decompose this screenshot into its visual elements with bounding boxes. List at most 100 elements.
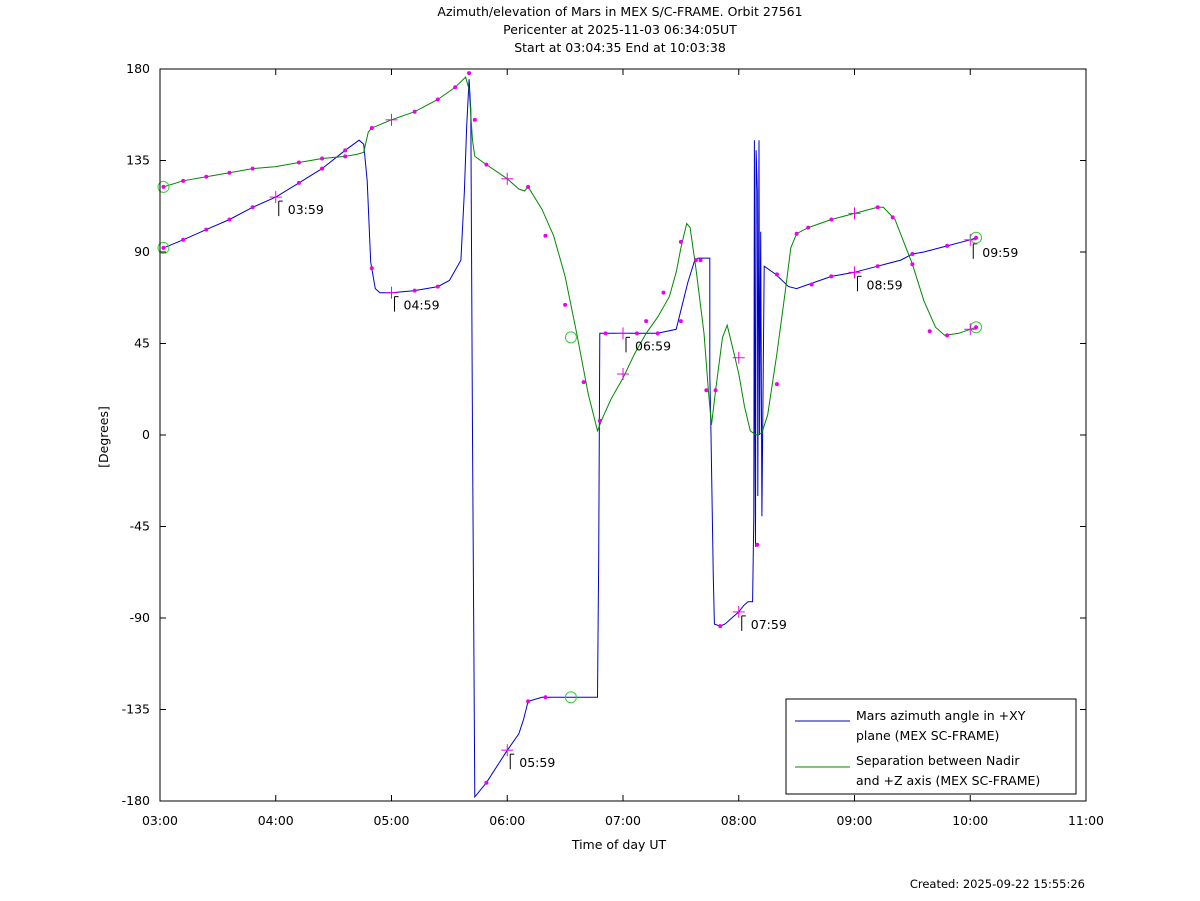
legend-entry-separation-line2: and +Z axis (MEX SC-FRAME)	[856, 773, 1040, 788]
point-marker	[204, 174, 209, 179]
point-marker	[974, 235, 979, 240]
point-marker	[718, 624, 723, 629]
hour-cross	[501, 172, 514, 185]
point-marker	[945, 333, 950, 338]
point-marker	[343, 154, 348, 159]
point-marker	[412, 109, 417, 114]
point-marker	[678, 239, 683, 244]
legend-box	[785, 698, 1077, 795]
y-tick-label: 45	[134, 336, 150, 351]
hour-cross	[848, 266, 861, 279]
hour-cross	[385, 113, 398, 126]
hour-cross	[732, 605, 745, 618]
point-marker	[693, 258, 698, 263]
x-tick-label: 07:00	[605, 813, 641, 828]
chart-title: Azimuth/elevation of Mars in MEX S/C-FRA…	[437, 4, 803, 19]
y-axis-label: [Degrees]	[96, 406, 111, 468]
series-lines	[163, 76, 977, 799]
x-tick-label: 04:00	[258, 813, 294, 828]
legend-entry-azimuth-line2: plane (MEX SC-FRAME)	[856, 728, 999, 743]
point-marker	[927, 329, 932, 334]
point-marker	[910, 262, 915, 267]
created-timestamp: Created: 2025-09-22 15:55:26	[909, 877, 1085, 891]
x-tick-label: 10:00	[952, 813, 988, 828]
endpoint-circle	[970, 231, 983, 244]
hour-cross	[964, 323, 977, 336]
point-marker	[320, 156, 325, 161]
point-marker	[563, 302, 568, 307]
time-label: 08:59	[867, 277, 903, 292]
point-marker	[774, 272, 779, 277]
point-marker	[698, 258, 703, 263]
endpoint-circle	[157, 241, 170, 254]
point-marker	[581, 380, 586, 385]
time-label: 07:59	[751, 617, 787, 632]
point-marker	[435, 97, 440, 102]
point-marker	[661, 290, 666, 295]
point-marker	[204, 227, 209, 232]
time-label: 03:59	[288, 202, 324, 217]
point-marker	[597, 418, 602, 423]
point-marker	[809, 282, 814, 287]
hour-cross	[848, 207, 861, 220]
point-marker	[453, 85, 458, 90]
x-tick-label: 08:00	[721, 813, 757, 828]
plot-frame	[159, 68, 1087, 802]
y-tick-labels: 180 135 90 45 0 -45 -90 -135 -180	[122, 61, 150, 808]
hour-cross	[501, 744, 514, 757]
y-tick-label: -90	[130, 610, 150, 625]
point-marker	[543, 695, 548, 700]
legend: Mars azimuth angle in +XY plane (MEX SC-…	[785, 698, 1077, 795]
point-marker	[435, 284, 440, 289]
time-annotation: 07:59	[741, 615, 787, 632]
y-tick-label: 180	[126, 61, 150, 76]
point-marker	[526, 699, 531, 704]
point-marker	[875, 205, 880, 210]
point-marker	[181, 237, 186, 242]
point-marker	[181, 178, 186, 183]
x-tick-label: 03:00	[142, 813, 178, 828]
point-marker	[472, 117, 477, 122]
point-marker	[829, 217, 834, 222]
point-marker	[890, 215, 895, 220]
point-marker	[296, 180, 301, 185]
endpoint-circle	[564, 331, 577, 344]
time-label: 09:59	[982, 245, 1018, 260]
point-marker	[320, 166, 325, 171]
point-marker	[945, 243, 950, 248]
legend-entry-azimuth-line1: Mars azimuth angle in +XY	[856, 708, 1026, 723]
point-marker	[250, 205, 255, 210]
point-marker	[655, 331, 660, 336]
x-tick-label: 11:00	[1068, 813, 1104, 828]
point-marker	[227, 170, 232, 175]
point-marker	[603, 331, 608, 336]
time-annotation: 09:59	[972, 243, 1018, 260]
y-tick-label: -180	[122, 793, 150, 808]
point-marker	[678, 319, 683, 324]
marker-layer: 03:59 04:59 05:59 06:59 07:59 08:59 09:59	[157, 71, 1018, 785]
hour-cross	[385, 286, 398, 299]
hour-cross	[732, 351, 745, 364]
y-tick-label: 135	[126, 153, 150, 168]
point-marker	[543, 233, 548, 238]
hour-cross	[617, 368, 629, 380]
time-label: 05:59	[519, 755, 555, 770]
legend-entry-separation-line1: Separation between Nadir	[856, 753, 1020, 768]
point-marker	[343, 148, 348, 153]
point-marker	[412, 288, 417, 293]
x-tick-labels: 03:00 04:00 05:00 06:00 07:00 08:00 09:00 10:00…	[142, 813, 1104, 828]
endpoint-circle	[564, 691, 577, 704]
hour-cross	[964, 233, 977, 246]
point-marker	[227, 217, 232, 222]
point-marker	[467, 71, 472, 76]
x-tick-label: 05:00	[373, 813, 409, 828]
point-marker	[774, 382, 779, 387]
point-marker	[369, 266, 374, 271]
y-tick-label: 0	[142, 427, 150, 442]
point-marker	[875, 264, 880, 269]
time-annotation: 06:59	[625, 336, 671, 353]
start-end-line: Start at 03:04:35 End at 10:03:38	[514, 40, 726, 55]
endpoint-circle	[157, 180, 170, 193]
point-marker	[755, 542, 760, 547]
